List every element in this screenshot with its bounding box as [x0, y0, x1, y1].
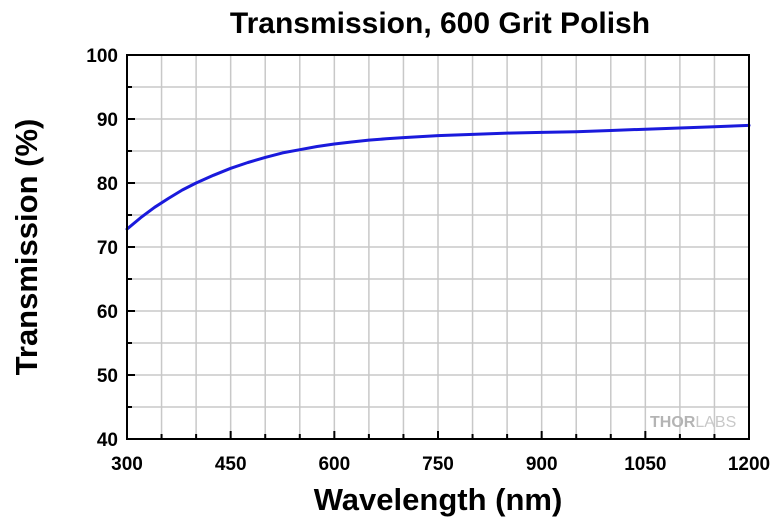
series-line: [125, 123, 751, 231]
y-tick-label: 40: [97, 430, 118, 451]
y-tick-label: 70: [97, 238, 118, 259]
watermark-thor: THOR: [650, 414, 696, 431]
x-tick-label: 1200: [728, 454, 770, 475]
series-layer: [125, 123, 751, 231]
x-axis-title: Wavelength (nm): [314, 482, 563, 517]
x-tick-label: 450: [215, 454, 247, 475]
y-tick-label: 50: [97, 366, 118, 387]
watermark-labs: LABS: [695, 414, 736, 431]
x-tick-label: 600: [318, 454, 350, 475]
grid: [127, 55, 749, 439]
y-axis-title: Transmission (%): [9, 119, 44, 376]
svg-text:THORLABS: THORLABS: [650, 414, 736, 431]
chart-title: Transmission, 600 Grit Polish: [230, 7, 650, 40]
y-tick-label: 100: [86, 46, 118, 67]
x-tick-labels: 300 450 600 750 900 1050 1200: [111, 454, 770, 475]
x-tick-label: 300: [111, 454, 143, 475]
x-tick-label: 750: [422, 454, 454, 475]
watermark-logo: THORLABS: [650, 414, 736, 431]
x-tick-label: 1050: [624, 454, 666, 475]
ticks: [126, 54, 750, 440]
y-tick-label: 60: [97, 302, 118, 323]
x-tick-label: 900: [526, 454, 558, 475]
y-tick-labels: 40 50 60 70 80 90 100: [86, 46, 118, 451]
y-tick-label: 90: [97, 110, 118, 131]
y-tick-label: 80: [97, 174, 118, 195]
